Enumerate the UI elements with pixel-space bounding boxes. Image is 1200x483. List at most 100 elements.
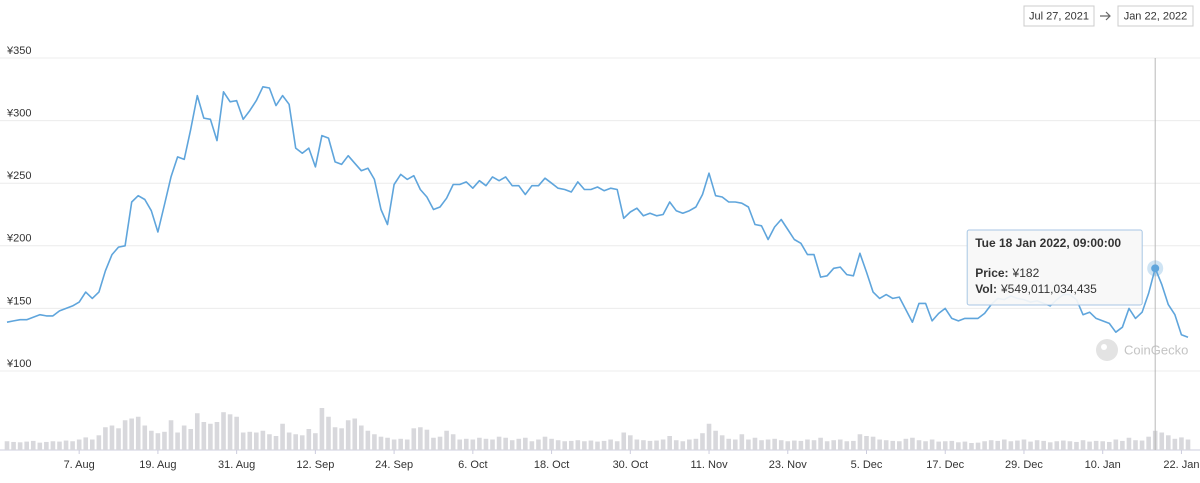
volume-bar <box>1054 441 1060 450</box>
volume-bar <box>1106 441 1112 450</box>
volume-bar <box>621 432 627 450</box>
volume-bar <box>11 441 16 450</box>
volume-bar <box>864 436 869 450</box>
volume-bar <box>549 438 554 450</box>
range-to-box[interactable] <box>1117 5 1194 27</box>
x-tick-label: 5. Dec <box>851 459 883 471</box>
volume-bar <box>523 437 528 450</box>
volume-bar <box>483 438 489 450</box>
volume-bar <box>667 436 672 450</box>
range-arrow <box>1100 11 1111 21</box>
volume-bar <box>910 437 915 450</box>
volume-bar <box>240 432 246 450</box>
y-tick-label: ¥200 <box>6 233 31 245</box>
volume-bar <box>168 420 174 450</box>
volume-bar <box>503 437 508 450</box>
volume-bar <box>1067 441 1073 450</box>
volume-bar <box>201 422 207 450</box>
volume-bar <box>936 441 941 450</box>
volume-bar <box>463 438 469 450</box>
volume-bar <box>923 441 928 450</box>
volume-bar <box>76 439 82 450</box>
volume-bar <box>372 434 377 450</box>
volume-bar <box>870 436 876 450</box>
volume-bar <box>916 440 922 450</box>
volume-bar <box>588 440 594 450</box>
volume-bar <box>254 432 259 450</box>
volume-bar <box>824 441 830 450</box>
volume-bar <box>339 428 344 450</box>
volume-bar <box>555 440 561 450</box>
volume-bar <box>352 418 358 450</box>
volume-bar <box>660 439 666 450</box>
volume-bar <box>496 436 502 450</box>
x-tick-label: 29. Dec <box>1005 459 1043 471</box>
tooltip-box <box>966 229 1143 306</box>
volume-bar <box>332 427 338 450</box>
x-tick-label: 17. Dec <box>926 459 964 471</box>
volume-bar <box>1021 439 1027 450</box>
volume-bar <box>680 441 686 450</box>
volume-bar <box>759 440 764 450</box>
volume-bar <box>700 433 705 450</box>
volume-bar <box>837 439 843 450</box>
x-tick-label: 31. Aug <box>218 459 255 471</box>
volume-bar <box>116 428 121 450</box>
volume-bar <box>418 427 423 450</box>
x-tick-label: 23. Nov <box>769 459 807 471</box>
volume-bar <box>286 432 292 450</box>
volume-bar <box>470 439 476 450</box>
volume-bar <box>385 437 390 450</box>
volume-bar <box>273 436 279 450</box>
volume-bar <box>903 438 909 450</box>
x-tick-label: 11. Nov <box>690 459 728 471</box>
volume-bar <box>44 441 49 450</box>
x-tick-label: 6. Oct <box>458 459 487 471</box>
volume-bar <box>929 439 935 450</box>
volume-bar <box>1015 440 1020 450</box>
volume-bar <box>194 413 200 450</box>
volume-bar <box>411 428 417 450</box>
volume-bar <box>299 435 305 450</box>
volume-bar <box>208 423 213 450</box>
volume-bar <box>444 430 449 450</box>
volume-bar <box>732 439 738 450</box>
volume-bar <box>188 429 194 450</box>
volume-bar <box>687 439 692 450</box>
volume-bar <box>457 439 463 450</box>
volume-bar <box>17 442 23 450</box>
volume-bar <box>1087 441 1092 450</box>
volume-bar <box>811 440 817 450</box>
range-from-box[interactable] <box>1023 5 1095 27</box>
volume-bar <box>398 438 403 450</box>
y-tick-label: ¥250 <box>6 170 31 182</box>
volume-bar <box>365 430 371 450</box>
volume-bar <box>1047 442 1053 450</box>
volume-bar <box>831 440 836 450</box>
volume-bar <box>949 440 955 450</box>
volume-bar <box>1100 441 1106 450</box>
volume-bar <box>765 439 771 450</box>
volume-bar <box>280 423 285 450</box>
volume-bar <box>516 438 522 450</box>
volume-bar <box>726 438 732 450</box>
y-tick-label: ¥300 <box>6 108 31 120</box>
volume-bar <box>975 442 981 450</box>
volume-bar <box>654 440 659 450</box>
volume-bar <box>37 442 43 450</box>
volume-bar <box>568 440 574 450</box>
volume-bar <box>142 425 148 450</box>
volume-bar <box>260 430 266 450</box>
volume-bar <box>424 429 430 450</box>
x-tick-label: 12. Sep <box>296 459 334 471</box>
volume-bar <box>162 431 167 450</box>
volume-bar <box>536 439 541 450</box>
volume-bar <box>1034 440 1040 450</box>
volume-bar <box>634 439 640 450</box>
volume-bar <box>673 440 679 450</box>
volume-bar <box>4 441 10 450</box>
volume-bar <box>1001 439 1007 450</box>
volume-bar <box>89 439 95 450</box>
volume-bar <box>942 441 948 450</box>
